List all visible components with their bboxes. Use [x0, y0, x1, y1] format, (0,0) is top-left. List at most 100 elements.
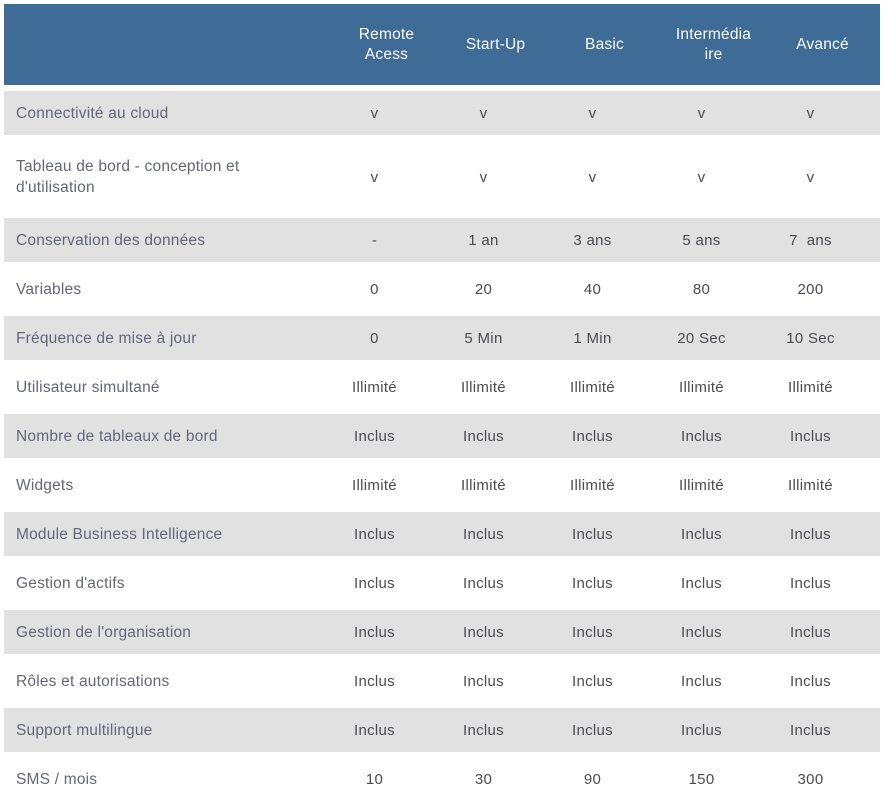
table-row: SMS / mois 10 30 90 150 300	[4, 755, 880, 804]
column-header-label: Basic	[585, 35, 624, 53]
cell-value: Illimité	[788, 379, 833, 396]
cell-value: Inclus	[572, 721, 613, 739]
table-row: Utilisateur simultané Illimité Illimité Il…	[4, 363, 880, 412]
table-row: Gestion d'actifs Inclus Inclus Inclus Inclu…	[4, 559, 880, 608]
cell-value: 90	[583, 771, 602, 788]
cell-value: Inclus	[790, 673, 831, 690]
row-label: Support multilingue	[16, 721, 153, 739]
cell-value: Inclus	[354, 623, 395, 641]
row-label: Widgets	[16, 477, 74, 494]
cell-value: v	[370, 168, 379, 186]
table-row: Support multilingue Inclus Inclus Inclus In…	[4, 706, 880, 755]
column-header: Intermédiaire	[659, 25, 768, 65]
cell-value: v	[697, 104, 706, 122]
column-header-label: Remote Acess	[358, 25, 415, 63]
cell-value: 1 Min	[573, 329, 612, 347]
table-row: Connectivité au cloud v v v v v	[4, 89, 880, 138]
cell-value: 80	[692, 281, 711, 298]
table-row: Tableau de bord - conception et d'utilis…	[4, 138, 880, 216]
cell-value: 0	[370, 329, 379, 347]
cell-value: Inclus	[572, 575, 613, 592]
cell-value: Inclus	[463, 427, 504, 445]
cell-value: Inclus	[354, 673, 395, 690]
cell-value: v	[588, 104, 597, 122]
cell-value: Inclus	[681, 721, 722, 739]
cell-value: v	[370, 104, 379, 122]
row-label: Conservation des données	[16, 231, 206, 249]
cell-value: Illimité	[679, 379, 724, 396]
cell-value: 20	[474, 281, 493, 298]
row-label: Tableau de bord - conception et d'utilis…	[16, 158, 240, 196]
column-header: Start-Up	[441, 35, 550, 55]
cell-value: Inclus	[463, 623, 504, 641]
table-body: Connectivité au cloud v v v v v Tableau de b…	[4, 89, 880, 804]
table-header: Remote Acess Start-Up Basic Intermédiair…	[4, 4, 880, 85]
cell-value: Inclus	[681, 427, 722, 445]
cell-value: Illimité	[461, 477, 506, 494]
column-header-label: Intermédiaire	[675, 25, 752, 63]
cell-value: Illimité	[352, 477, 397, 494]
cell-value: Illimité	[461, 379, 506, 396]
table-row: Nombre de tableaux de bord Inclus Inclus I…	[4, 412, 880, 461]
column-header: Remote Acess	[332, 25, 441, 65]
table-row: Fréquence de mise à jour 0 5 Min 1 Min 20 S…	[4, 314, 880, 363]
cell-value: 5 Min	[464, 329, 503, 347]
column-header-label: Avancé	[796, 35, 849, 53]
row-label: Gestion d'actifs	[16, 575, 125, 592]
cell-value: Inclus	[790, 575, 831, 592]
row-label: Module Business Intelligence	[16, 525, 223, 543]
cell-value: 10 Sec	[786, 329, 835, 347]
cell-value: Inclus	[572, 525, 613, 543]
cell-value: v	[588, 168, 597, 186]
cell-value: Inclus	[681, 623, 722, 641]
cell-value: 1 an	[468, 231, 499, 249]
column-header: Avancé	[768, 35, 877, 55]
cell-value: 150	[688, 771, 715, 788]
cell-value: Illimité	[352, 379, 397, 396]
cell-value: Inclus	[354, 427, 395, 445]
cell-value: Illimité	[679, 477, 724, 494]
pricing-table: Remote Acess Start-Up Basic Intermédiair…	[4, 4, 880, 804]
cell-value: Inclus	[463, 721, 504, 739]
cell-value: Illimité	[788, 477, 833, 494]
cell-value: Illimité	[570, 477, 615, 494]
cell-value: Inclus	[354, 525, 395, 543]
cell-value: 5 ans	[682, 231, 721, 249]
cell-value: 300	[797, 771, 824, 788]
cell-value: Inclus	[354, 575, 395, 592]
table-row: Gestion de l'organisation Inclus Inclus In…	[4, 608, 880, 657]
cell-value: Inclus	[463, 575, 504, 592]
table-row: Conservation des données - 1 an 3 ans 5 ans…	[4, 216, 880, 265]
cell-value: Inclus	[572, 673, 613, 690]
table-row: Rôles et autorisations Inclus Inclus Inclu…	[4, 657, 880, 706]
cell-value: Inclus	[463, 673, 504, 690]
cell-value: -	[371, 231, 378, 249]
cell-value: Inclus	[354, 721, 395, 739]
cell-value: 10	[365, 771, 384, 788]
table-row: Variables 0 20 40 80 200	[4, 265, 880, 314]
cell-value: Inclus	[463, 525, 504, 543]
row-label: Connectivité au cloud	[16, 104, 169, 122]
cell-value: Inclus	[790, 623, 831, 641]
row-label: Fréquence de mise à jour	[16, 329, 197, 347]
row-label: Utilisateur simultané	[16, 379, 160, 396]
cell-value: v	[479, 104, 488, 122]
cell-value: v	[806, 168, 815, 186]
cell-value: 20 Sec	[677, 329, 726, 347]
cell-value: Inclus	[681, 525, 722, 543]
row-label: Gestion de l'organisation	[16, 623, 192, 641]
table-row: Module Business Intelligence Inclus Inclu…	[4, 510, 880, 559]
cell-value: Inclus	[572, 427, 613, 445]
row-label: Rôles et autorisations	[16, 673, 170, 690]
row-label: Nombre de tableaux de bord	[16, 427, 218, 445]
cell-value: v	[806, 104, 815, 122]
cell-value: 7 ans	[789, 231, 832, 249]
cell-value: v	[479, 168, 488, 186]
cell-value: Inclus	[681, 575, 722, 592]
row-label: SMS / mois	[16, 771, 98, 788]
cell-value: 40	[583, 281, 602, 298]
cell-value: Inclus	[790, 427, 831, 445]
row-label: Variables	[16, 281, 82, 298]
column-header-label: Start-Up	[465, 35, 526, 53]
cell-value: Inclus	[572, 623, 613, 641]
